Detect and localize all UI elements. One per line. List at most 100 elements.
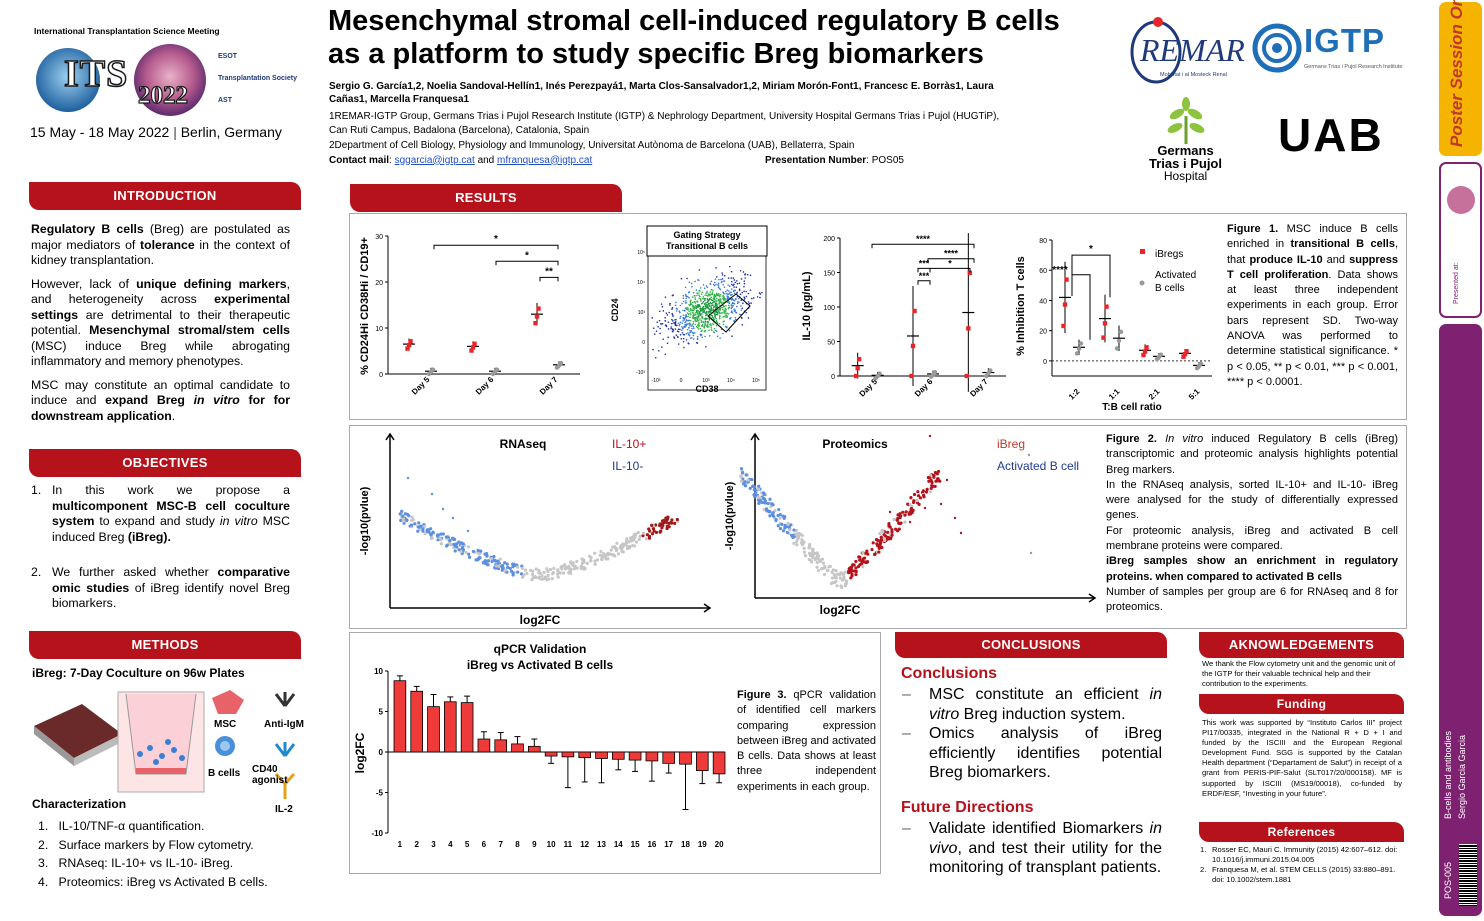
event-dot xyxy=(697,279,699,281)
significance-label: * xyxy=(1089,244,1093,255)
event-dot xyxy=(690,330,693,332)
x-tick-label: 6 xyxy=(482,840,487,849)
event-dot xyxy=(664,316,666,319)
event-dot xyxy=(694,304,697,307)
poster-title: Mesenchymal stromal cell-induced regulat… xyxy=(328,5,1060,70)
y-tick-label: -10 xyxy=(371,829,383,838)
y-tick-label: 0 xyxy=(1043,359,1047,366)
event-dot xyxy=(700,321,703,323)
data-point xyxy=(405,346,410,351)
event-dot xyxy=(710,298,713,301)
event-dot xyxy=(670,326,672,328)
data-point xyxy=(934,479,938,483)
chart-fig3: qPCR Validation iBreg vs Activated B cell… xyxy=(353,642,726,849)
event-dot xyxy=(686,306,688,309)
data-point xyxy=(558,360,564,366)
event-dot xyxy=(718,316,721,318)
germans-trias-logo: Germans Trias i Pujol Hospital xyxy=(1138,96,1233,183)
event-dot xyxy=(714,303,717,306)
data-point xyxy=(589,559,593,563)
event-dot xyxy=(690,302,692,304)
data-point xyxy=(497,564,501,568)
data-point xyxy=(571,561,575,565)
event-dot xyxy=(682,337,685,340)
event-dot xyxy=(700,293,703,295)
event-dot xyxy=(705,292,707,294)
chart-fig1d: 0 20 40 60 80 1:2 1:1 2:1 5:1 % Inhibition T cell… xyxy=(1015,238,1212,413)
data-point xyxy=(877,371,882,376)
y-tick-label: 20 xyxy=(1039,329,1047,336)
event-dot xyxy=(742,271,745,273)
data-point xyxy=(561,571,566,575)
bar xyxy=(410,690,423,753)
event-dot xyxy=(716,322,719,324)
data-point xyxy=(638,534,642,538)
bar xyxy=(460,702,474,753)
event-dot xyxy=(712,317,714,319)
event-dot xyxy=(710,314,713,316)
data-point xyxy=(455,545,459,549)
event-dot xyxy=(706,290,708,293)
partner-esot: ESOT xyxy=(218,53,238,60)
event-dot xyxy=(728,290,730,292)
data-point xyxy=(936,469,941,474)
data-point xyxy=(675,517,679,522)
event-dot xyxy=(683,317,686,320)
data-point xyxy=(477,552,481,556)
event-dot xyxy=(698,321,700,324)
event-dot xyxy=(684,307,687,310)
event-dot xyxy=(660,323,663,325)
data-point xyxy=(912,308,917,314)
event-dot xyxy=(732,304,734,307)
data-point xyxy=(1181,354,1186,359)
event-dot xyxy=(713,327,716,330)
event-dot xyxy=(740,305,742,307)
event-dot xyxy=(696,312,699,314)
event-dot xyxy=(743,282,746,285)
tree-icon xyxy=(1167,97,1204,144)
data-point xyxy=(558,571,562,575)
data-point xyxy=(854,559,858,564)
data-point xyxy=(431,530,435,534)
event-dot xyxy=(708,310,710,313)
email-link-1[interactable]: sggarcia@igtp.cat xyxy=(394,154,475,166)
event-dot xyxy=(710,302,713,305)
event-dot xyxy=(693,327,695,330)
data-point xyxy=(882,533,886,537)
event-dot xyxy=(746,273,749,276)
email-link-2[interactable]: mfranquesa@igtp.cat xyxy=(497,154,593,166)
x-arrow xyxy=(703,603,712,613)
y-tick-label: -10³ xyxy=(636,370,645,376)
y-tick-label: 10³ xyxy=(638,310,646,316)
event-dot xyxy=(759,293,762,295)
event-dot xyxy=(695,289,698,291)
bar xyxy=(544,751,558,757)
event-dot xyxy=(689,331,691,334)
data-point xyxy=(575,566,579,570)
event-dot xyxy=(699,313,701,315)
data-point xyxy=(743,484,748,488)
data-point xyxy=(476,548,480,553)
event-dot xyxy=(725,326,728,328)
event-dot xyxy=(711,302,714,304)
data-point xyxy=(739,467,744,471)
data-point xyxy=(856,564,861,569)
chart-title: Gating Strategy xyxy=(673,230,740,240)
event-dot xyxy=(717,283,719,286)
data-point xyxy=(928,473,933,477)
data-point xyxy=(559,565,563,569)
event-dot xyxy=(708,302,711,305)
data-point xyxy=(466,529,470,533)
event-dot xyxy=(699,287,702,289)
event-dot xyxy=(704,320,707,323)
data-point xyxy=(843,582,847,586)
data-point xyxy=(470,345,476,350)
event-dot xyxy=(691,309,694,311)
data-point xyxy=(928,490,932,494)
event-dot xyxy=(696,337,699,340)
event-dot xyxy=(700,319,703,322)
data-point xyxy=(479,549,483,553)
event-dot xyxy=(686,312,689,314)
event-dot xyxy=(751,297,753,300)
